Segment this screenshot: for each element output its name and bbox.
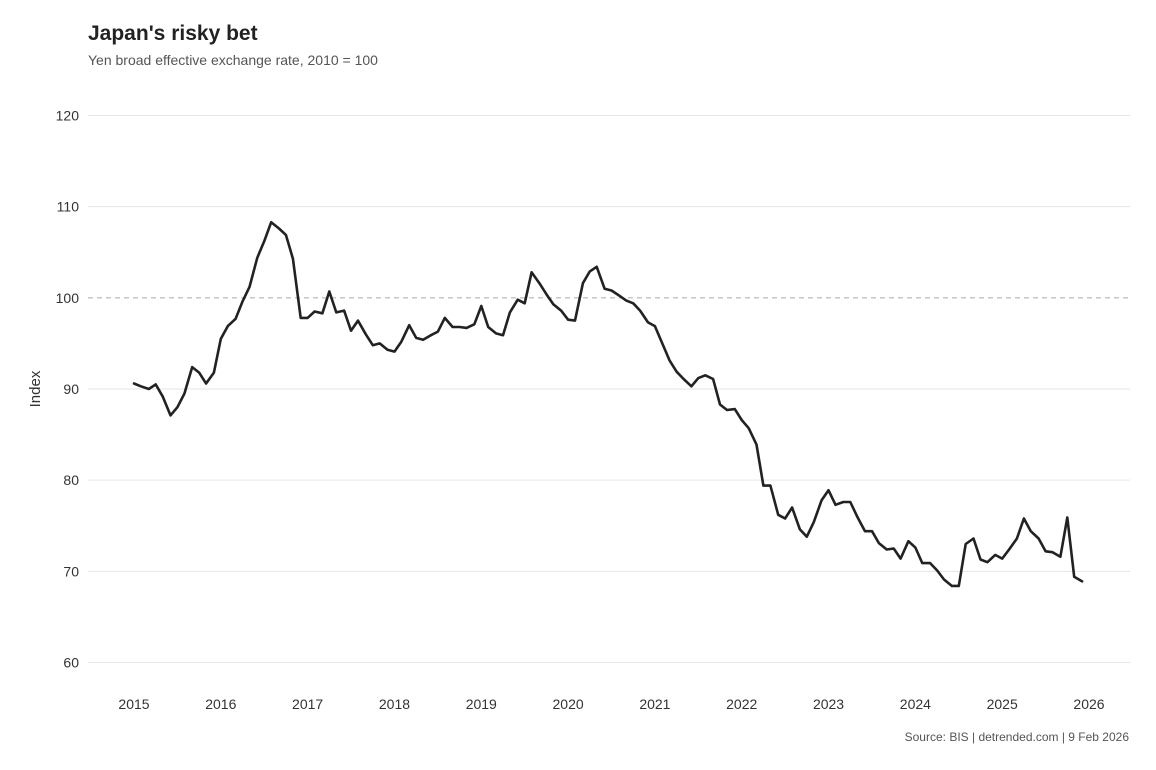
source-caption: Source: BIS | detrended.com | 9 Feb 2026 xyxy=(904,730,1129,744)
x-tick-label: 2020 xyxy=(553,696,584,712)
x-tick-label: 2017 xyxy=(292,696,323,712)
x-tick-label: 2021 xyxy=(639,696,670,712)
y-tick-label: 60 xyxy=(63,655,79,671)
series-group xyxy=(132,220,1084,588)
x-tick-label: 2026 xyxy=(1073,696,1104,712)
x-tick-label: 2025 xyxy=(987,696,1018,712)
x-tick-label: 2024 xyxy=(900,696,931,712)
x-tick-label: 2016 xyxy=(205,696,236,712)
chart-title: Japan's risky bet xyxy=(88,22,258,45)
y-tick-label: 120 xyxy=(56,108,80,124)
y-tick-label: 110 xyxy=(57,199,80,215)
x-tick-label: 2022 xyxy=(726,696,757,712)
chart-subtitle: Yen broad effective exchange rate, 2010 … xyxy=(88,52,378,68)
y-axis-label: Index xyxy=(27,370,44,407)
gridlines xyxy=(88,115,1130,663)
y-tick-label: 100 xyxy=(56,290,80,306)
x-axis: 2015 2016 2017 2018 2019 2020 2021 2022 2023 2024… xyxy=(118,696,1104,712)
x-tick-label: 2018 xyxy=(379,696,410,712)
y-tick-label: 70 xyxy=(63,563,79,579)
y-tick-label: 80 xyxy=(63,472,79,488)
x-tick-label: 2015 xyxy=(118,696,149,712)
series-line-0 xyxy=(132,220,1084,588)
x-tick-label: 2023 xyxy=(813,696,844,712)
y-tick-label: 90 xyxy=(63,381,79,397)
x-tick-label: 2019 xyxy=(466,696,497,712)
y-axis: 60 70 80 90 100 110 120 xyxy=(56,108,80,671)
